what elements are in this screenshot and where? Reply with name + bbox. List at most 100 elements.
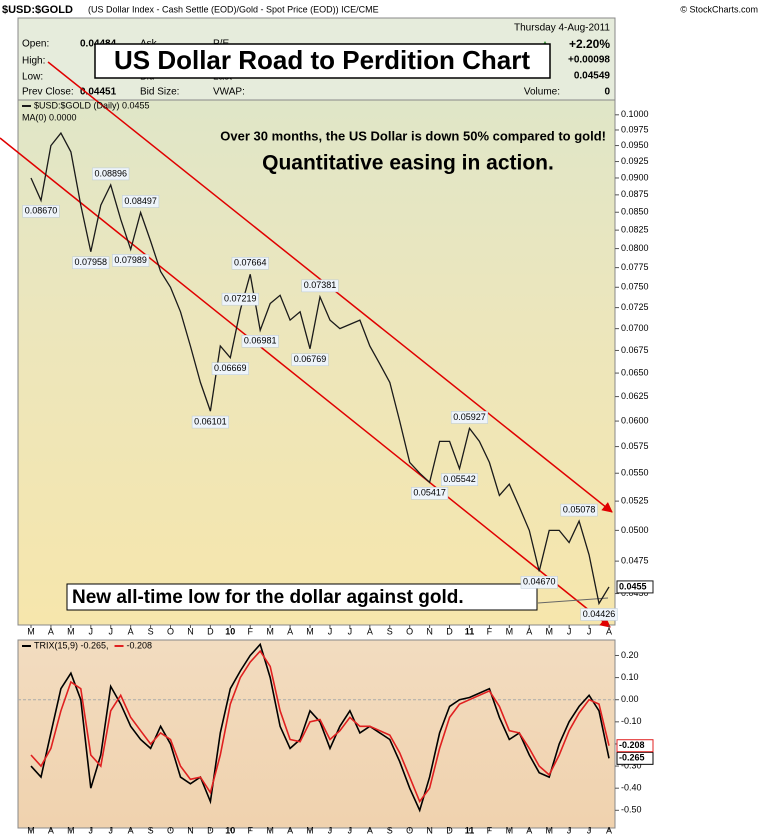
x-tick-label: F xyxy=(247,626,253,636)
info-label: Volume: xyxy=(524,87,560,98)
x-tick-label: M xyxy=(27,825,35,835)
date: Thursday 4-Aug-2011 xyxy=(514,23,610,34)
value-label: 0.08896 xyxy=(94,168,127,178)
value-label-bg xyxy=(211,362,249,375)
value-label: 0.06101 xyxy=(194,416,227,426)
info-label: VWAP: xyxy=(213,87,245,98)
y-tick-label: 0.20 xyxy=(621,650,639,660)
y-tick-label: -0.10 xyxy=(621,716,642,726)
value-label: 0.05417 xyxy=(413,488,446,498)
x-tick-label: J xyxy=(328,825,333,835)
value-label-bg xyxy=(241,335,279,348)
x-tick-label: M xyxy=(545,626,553,636)
last-value-box xyxy=(616,751,654,765)
value-label-bg xyxy=(560,503,598,517)
annotation-box xyxy=(66,583,538,611)
x-tick-label: D xyxy=(207,626,214,636)
x-tick-label: 11 xyxy=(465,825,475,835)
annotation: Over 30 months, the US Dollar is down 50… xyxy=(220,128,606,143)
x-tick-label: A xyxy=(606,626,612,636)
y-tick-label: 0.0550 xyxy=(621,468,649,478)
y-tick-label: 0.0775 xyxy=(621,262,649,272)
y-tick-label: 0.1000 xyxy=(621,109,649,119)
y-tick-label: 0.0500 xyxy=(621,525,649,535)
x-tick-label: A xyxy=(128,825,134,835)
value-label: 0.08670 xyxy=(25,206,58,216)
info-label: High: xyxy=(22,56,45,67)
y-tick-label: 0.0750 xyxy=(621,282,649,292)
y-tick-label: 0.0875 xyxy=(621,189,649,199)
y-tick-label: 0.0850 xyxy=(621,207,649,217)
y-tick-label: 0.10 xyxy=(621,672,639,682)
y-tick-label: 0.0900 xyxy=(621,172,649,182)
series-line xyxy=(30,649,610,804)
y-tick-label: 0.0700 xyxy=(621,323,649,333)
credit: © StockCharts.com xyxy=(680,4,758,14)
value-label-bg xyxy=(191,415,229,429)
value-label-bg xyxy=(92,167,130,181)
value-label-bg xyxy=(122,195,160,208)
x-tick-label: M xyxy=(27,626,35,636)
indicator-label: MA(0) 0.0000 xyxy=(22,112,77,122)
value-label-bg xyxy=(112,254,150,267)
x-tick-label: J xyxy=(328,626,333,636)
main-panel xyxy=(17,17,616,626)
value-label: 0.07989 xyxy=(114,255,147,265)
x-tick-label: O xyxy=(167,626,174,636)
value-label: 0.06981 xyxy=(244,336,277,346)
value-label-bg xyxy=(440,473,479,486)
x-tick-label: S xyxy=(148,825,154,835)
description: (US Dollar Index - Cash Settle (EOD)/Gol… xyxy=(88,4,379,14)
value-label: 0.08497 xyxy=(124,196,157,206)
change: +0.00098 xyxy=(568,55,610,66)
value-label: 0.05078 xyxy=(563,504,596,514)
value-label-bg xyxy=(301,279,339,293)
x-tick-label: D xyxy=(446,825,453,835)
series-line xyxy=(30,642,610,813)
trix-panel xyxy=(17,639,616,829)
value-label-bg xyxy=(520,576,558,589)
x-tick-label: A xyxy=(606,825,612,835)
trend-line xyxy=(0,137,611,628)
y-tick-label: -0.50 xyxy=(621,805,642,815)
last-value-label: 0.0455 xyxy=(619,581,647,591)
value-label: 0.05927 xyxy=(453,412,486,422)
x-tick-label: D xyxy=(446,626,453,636)
x-tick-label: A xyxy=(287,825,293,835)
x-tick-label: N xyxy=(187,825,194,835)
x-tick-label: S xyxy=(387,825,393,835)
value-label-bg xyxy=(450,411,489,424)
x-tick-label: S xyxy=(148,626,154,636)
x-tick-label: J xyxy=(567,825,572,835)
last-value-box xyxy=(616,580,654,594)
y-tick-label: 0.0625 xyxy=(621,391,649,401)
x-tick-label: J xyxy=(108,825,113,835)
x-tick-label: F xyxy=(487,626,493,636)
annotation: New all-time low for the dollar against … xyxy=(72,587,464,608)
x-tick-label: M xyxy=(306,626,314,636)
y-tick-label: 0.0525 xyxy=(621,496,649,506)
x-tick-label: M xyxy=(506,626,514,636)
value-label: 0.07664 xyxy=(234,258,267,268)
x-tick-label: M xyxy=(266,825,274,835)
y-tick-label: 0.0600 xyxy=(621,415,649,425)
x-tick-label: M xyxy=(306,825,314,835)
legend-label: $USD:$GOLD (Daily) 0.0455 xyxy=(34,100,150,110)
y-tick-label: 0.0475 xyxy=(621,556,649,566)
x-tick-label: J xyxy=(348,825,353,835)
annotation-pointer xyxy=(537,597,609,604)
info-value: 0.04451 xyxy=(80,87,117,98)
x-tick-label: O xyxy=(406,825,413,835)
x-tick-label: J xyxy=(567,626,572,636)
x-tick-label: J xyxy=(108,626,113,636)
x-tick-label: N xyxy=(426,825,433,835)
x-tick-label: O xyxy=(167,825,174,835)
value-label: 0.07958 xyxy=(75,257,108,267)
x-tick-label: 10 xyxy=(225,825,235,835)
x-tick-label: J xyxy=(348,626,353,636)
x-tick-label: M xyxy=(67,825,75,835)
x-tick-label: F xyxy=(487,825,493,835)
value-label-bg xyxy=(580,608,618,621)
x-tick-label: A xyxy=(367,626,373,636)
